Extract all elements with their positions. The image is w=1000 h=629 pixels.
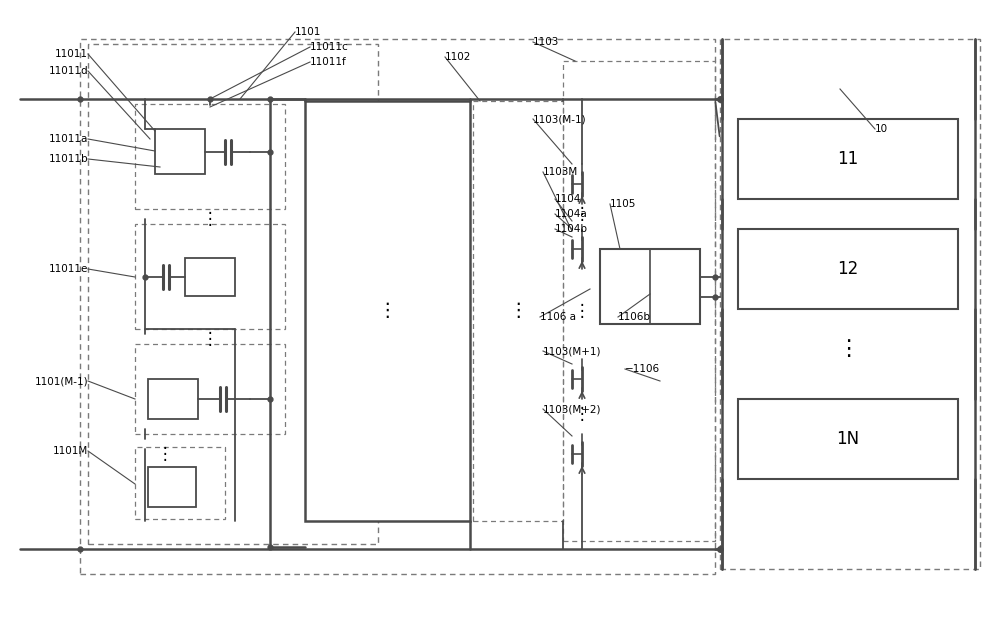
Bar (738, 119, 958, 199)
Text: 1103(M-1): 1103(M-1) (533, 114, 587, 124)
Text: 11: 11 (837, 150, 859, 168)
Bar (148, 379, 198, 419)
Bar (135, 447, 225, 519)
Text: 1103: 1103 (533, 37, 559, 47)
Bar (135, 104, 285, 209)
Text: 1101: 1101 (295, 27, 321, 37)
Text: ⋮: ⋮ (837, 339, 859, 359)
Bar (88, 44, 378, 544)
Text: 1N: 1N (836, 430, 860, 448)
Text: 11011f: 11011f (310, 57, 347, 67)
Text: 1103(M+1): 1103(M+1) (543, 346, 602, 356)
Text: 1101M: 1101M (53, 446, 88, 456)
Bar (600, 249, 700, 324)
Text: ⋮: ⋮ (157, 445, 173, 463)
Bar (185, 258, 235, 296)
Text: 1106b: 1106b (618, 312, 651, 322)
Text: ⋮: ⋮ (508, 301, 528, 321)
Text: 1102: 1102 (445, 52, 471, 62)
Text: 1103M: 1103M (543, 167, 578, 177)
Text: 11011b: 11011b (48, 154, 88, 164)
Text: 1106 a: 1106 a (540, 312, 576, 322)
Bar (80, 39, 715, 574)
Text: 1104a: 1104a (555, 209, 588, 219)
Text: ⋮: ⋮ (574, 302, 590, 320)
Text: 1101(M-1): 1101(M-1) (34, 376, 88, 386)
Text: 10: 10 (875, 124, 888, 134)
Text: ⋮: ⋮ (378, 301, 397, 321)
Text: 11011d: 11011d (48, 66, 88, 76)
Bar (473, 101, 563, 521)
Text: ⋮: ⋮ (574, 405, 590, 423)
Text: ⋮: ⋮ (202, 210, 218, 228)
Text: 11011a: 11011a (49, 134, 88, 144)
Bar (155, 129, 205, 174)
Bar (720, 39, 980, 569)
Bar (738, 399, 958, 479)
Text: 12: 12 (837, 260, 859, 278)
Text: 1105: 1105 (610, 199, 636, 209)
Bar (148, 467, 196, 507)
Bar (305, 101, 470, 521)
Text: 11011e: 11011e (49, 264, 88, 274)
Text: 11011: 11011 (55, 49, 88, 59)
Text: ⋮: ⋮ (574, 205, 590, 223)
Text: 1104b: 1104b (555, 224, 588, 234)
Bar (135, 344, 285, 434)
Bar (563, 61, 715, 541)
Text: −1106: −1106 (625, 364, 660, 374)
Text: 11011c: 11011c (310, 42, 349, 52)
Bar (135, 224, 285, 329)
Bar (738, 229, 958, 309)
Text: 1103(M+2): 1103(M+2) (543, 404, 602, 414)
Text: 1104: 1104 (555, 194, 581, 204)
Text: ⋮: ⋮ (202, 330, 218, 348)
